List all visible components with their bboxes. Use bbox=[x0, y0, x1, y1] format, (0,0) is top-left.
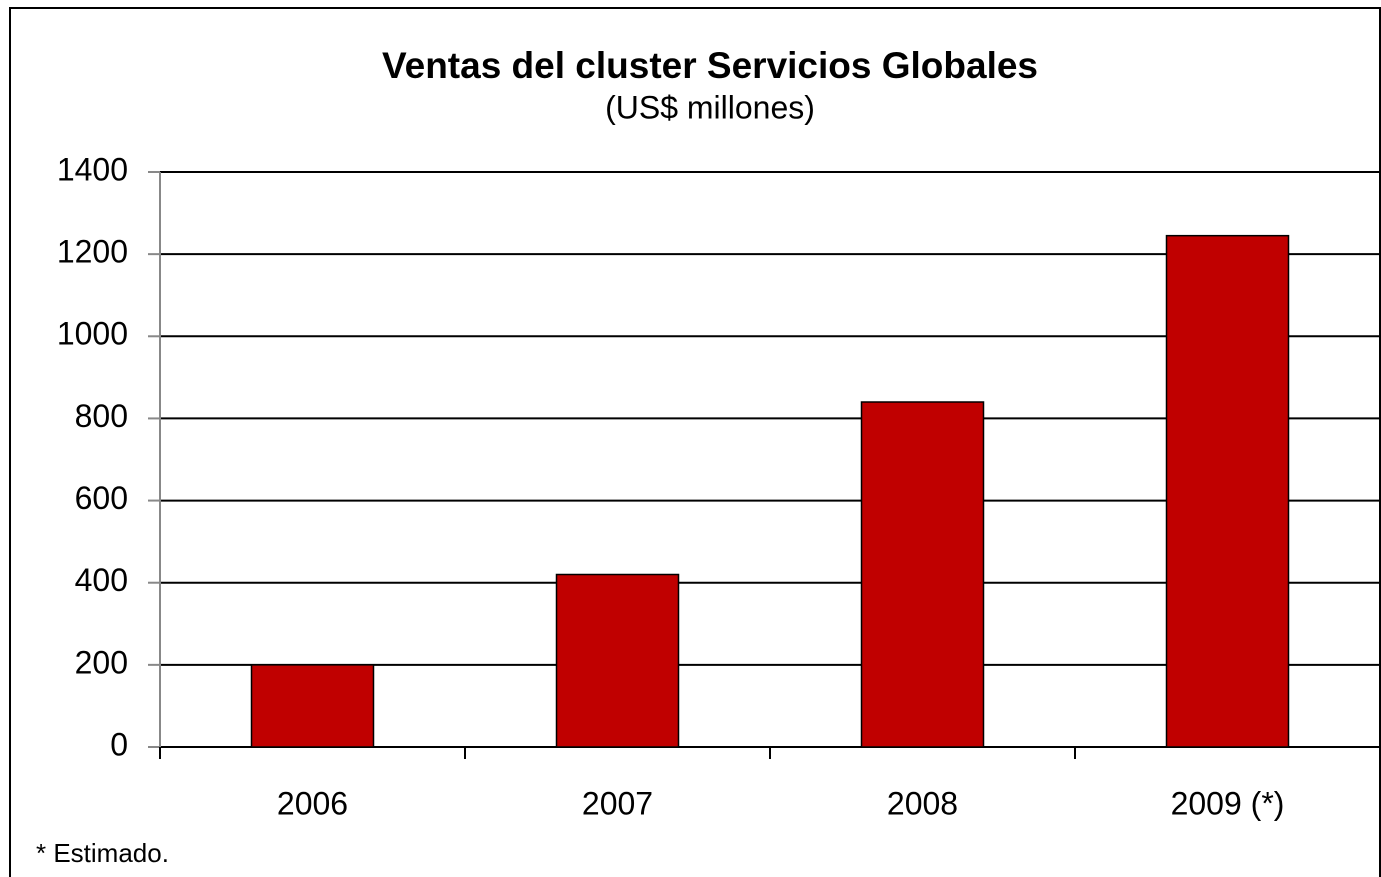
y-tick-label: 800 bbox=[75, 398, 128, 434]
y-tick-label: 200 bbox=[75, 644, 128, 680]
x-tick-label: 2009 (*) bbox=[1171, 785, 1285, 821]
bar bbox=[250, 664, 375, 748]
x-tick-label: 2006 bbox=[277, 785, 348, 821]
chart-title: Ventas del cluster Servicios Globales bbox=[382, 45, 1038, 86]
chart-frame bbox=[9, 7, 1381, 877]
x-tick-label: 2007 bbox=[582, 785, 653, 821]
bar bbox=[860, 401, 985, 748]
chart-subtitle: (US$ millones) bbox=[605, 89, 815, 125]
x-tick-label: 2008 bbox=[887, 785, 958, 821]
y-tick-label: 400 bbox=[75, 562, 128, 598]
bar bbox=[1165, 234, 1290, 748]
bar bbox=[555, 573, 680, 748]
y-tick-label: 1000 bbox=[57, 316, 128, 352]
footnote: * Estimado. bbox=[36, 838, 169, 868]
y-tick-label: 1200 bbox=[57, 234, 128, 270]
y-tick-label: 600 bbox=[75, 480, 128, 516]
y-tick-label: 1400 bbox=[57, 151, 128, 187]
y-tick-label: 0 bbox=[110, 726, 128, 762]
